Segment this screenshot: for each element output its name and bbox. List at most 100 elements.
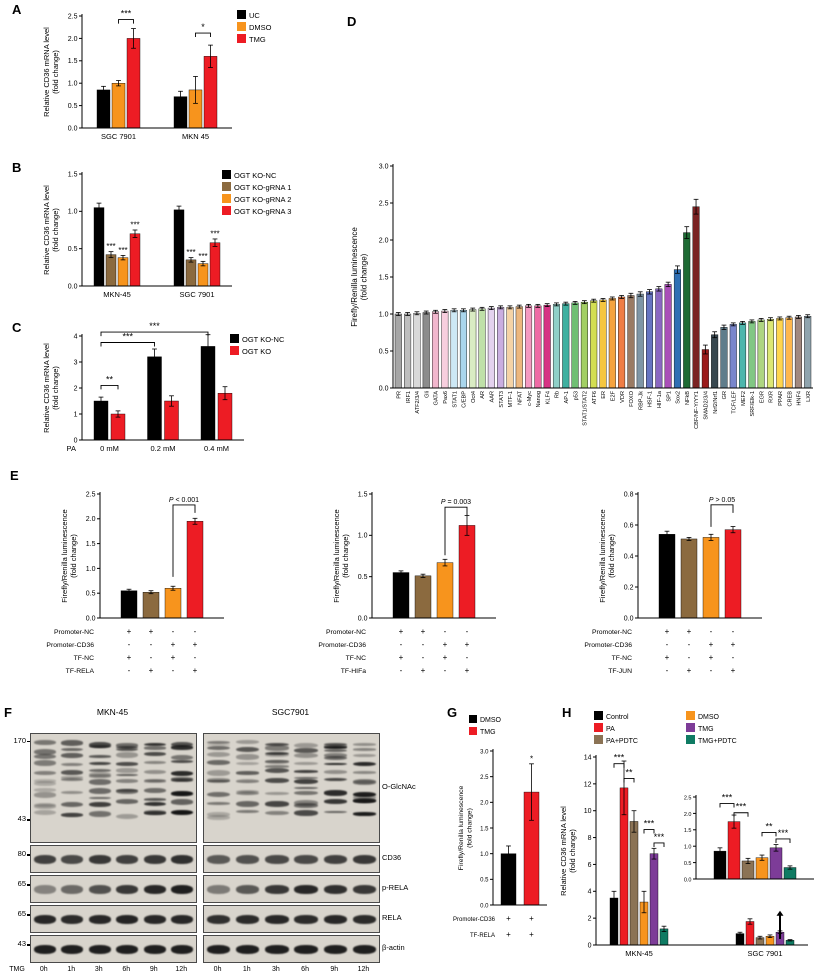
svg-text:OGT KO-gRNA 1: OGT KO-gRNA 1 [234, 183, 291, 192]
blot-band [116, 884, 139, 894]
svg-text:TF-RELA: TF-RELA [470, 933, 495, 939]
blot-row-label: O-GlcNAc [382, 782, 416, 791]
svg-text:+: + [529, 930, 534, 939]
blot-band [116, 778, 139, 783]
molecular-weight-marker: 65 [17, 879, 26, 889]
svg-text:PPAR: PPAR [778, 391, 784, 406]
svg-text:***: *** [778, 828, 789, 838]
svg-text:+: + [149, 627, 154, 636]
blot-band [171, 793, 194, 797]
svg-text:DMSO: DMSO [698, 714, 720, 721]
blot-row-label: RELA [382, 913, 402, 922]
lane-prefix: TMG [9, 966, 25, 973]
lane-label: 9h [149, 966, 158, 973]
blot-band [88, 944, 111, 954]
blot-band [352, 771, 377, 774]
svg-text:1.0: 1.0 [684, 845, 692, 851]
svg-text:-: - [422, 640, 425, 649]
svg-text:***: *** [186, 248, 195, 257]
svg-text:0.5: 0.5 [358, 574, 368, 581]
svg-text:(fold change): (fold change) [360, 253, 369, 300]
lane-label: 1h [67, 966, 76, 973]
svg-text:TF-JUN: TF-JUN [608, 668, 632, 675]
svg-text:1.5: 1.5 [358, 491, 368, 498]
blot-band [323, 944, 347, 954]
panel-a-label: A [12, 2, 22, 17]
blot-band [88, 774, 111, 778]
svg-text:***: *** [149, 321, 160, 331]
svg-text:0: 0 [588, 942, 592, 949]
svg-text:+: + [399, 653, 404, 662]
blot-band [352, 778, 377, 784]
blot-band [206, 944, 231, 954]
panel-b-label: B [12, 160, 22, 175]
svg-text:+: + [506, 914, 511, 923]
marker-tick [27, 914, 30, 916]
svg-text:UC: UC [249, 11, 260, 20]
svg-text:Promoter-NC: Promoter-NC [54, 629, 94, 636]
blot-band [323, 854, 347, 864]
svg-text:+: + [171, 653, 176, 662]
svg-text:***: *** [736, 802, 747, 812]
blot-band [171, 884, 194, 894]
blot-band [88, 745, 111, 749]
blot-band [265, 751, 289, 756]
svg-text:-: - [444, 627, 447, 636]
svg-text:VDR: VDR [620, 391, 626, 403]
marker-tick [27, 854, 30, 856]
svg-text:3.0: 3.0 [379, 163, 389, 170]
lane-label: 0h [39, 966, 48, 973]
blot-band [323, 790, 347, 796]
chart-cd36-mrna-ogt-ko: 0.0 0.5 1.0 1.5 Relative CD36 mRNA level (fol… [42, 170, 291, 299]
blot-band [33, 787, 56, 792]
svg-text:+: + [465, 666, 470, 675]
svg-text:0.4 mM: 0.4 mM [204, 444, 229, 453]
svg-text:Nrf2/Nrf1: Nrf2/Nrf1 [713, 391, 719, 414]
svg-text:0.0: 0.0 [624, 615, 634, 622]
svg-text:E2F: E2F [611, 390, 617, 401]
blot-band [265, 810, 289, 816]
svg-text:-: - [732, 627, 735, 636]
blot-band [236, 778, 260, 784]
blot-band [206, 770, 231, 776]
blot-band [206, 811, 231, 817]
blot-band [171, 854, 194, 864]
svg-text:IRF1: IRF1 [406, 391, 412, 403]
svg-text:+: + [421, 666, 426, 675]
molecular-weight-marker: 43 [17, 814, 26, 824]
panel-b: B 0.0 0.5 1.0 1.5 Relative CD36 mRNA level (f… [4, 158, 334, 318]
svg-text:Relative CD36 mRNA level: Relative CD36 mRNA level [42, 343, 51, 433]
blot-band [143, 854, 166, 864]
blot-band [352, 944, 377, 954]
svg-text:0.2 mM: 0.2 mM [150, 444, 175, 453]
blot-band [88, 788, 111, 795]
blot-band [61, 914, 84, 924]
blot-band [265, 760, 289, 764]
marker-tick [27, 944, 30, 946]
blot-band [265, 884, 289, 894]
svg-text:-: - [710, 666, 713, 675]
blot-band [294, 810, 318, 817]
svg-text:(fold change): (fold change) [466, 808, 473, 848]
svg-text:6: 6 [588, 862, 592, 869]
svg-text:-: - [172, 666, 175, 675]
svg-text:ATF6: ATF6 [592, 391, 598, 404]
svg-text:AR: AR [480, 391, 486, 399]
marker-tick [27, 884, 30, 886]
svg-text:OGT KO-NC: OGT KO-NC [234, 171, 277, 180]
blot-band [33, 753, 56, 760]
svg-text:ATF2/3/4: ATF2/3/4 [415, 391, 421, 414]
svg-text:0.4: 0.4 [624, 553, 634, 560]
svg-text:+: + [443, 653, 448, 662]
blot-band [171, 759, 194, 763]
blot-band [88, 761, 111, 765]
blot-band [33, 759, 56, 766]
blot-band [171, 779, 194, 783]
blot-band [265, 801, 289, 807]
svg-text:KLF4: KLF4 [545, 391, 551, 404]
blot-band [88, 772, 111, 777]
lane-label: 6h [301, 966, 309, 973]
blot-band [143, 811, 166, 815]
svg-text:***: *** [654, 832, 665, 842]
blot-band [323, 762, 347, 766]
